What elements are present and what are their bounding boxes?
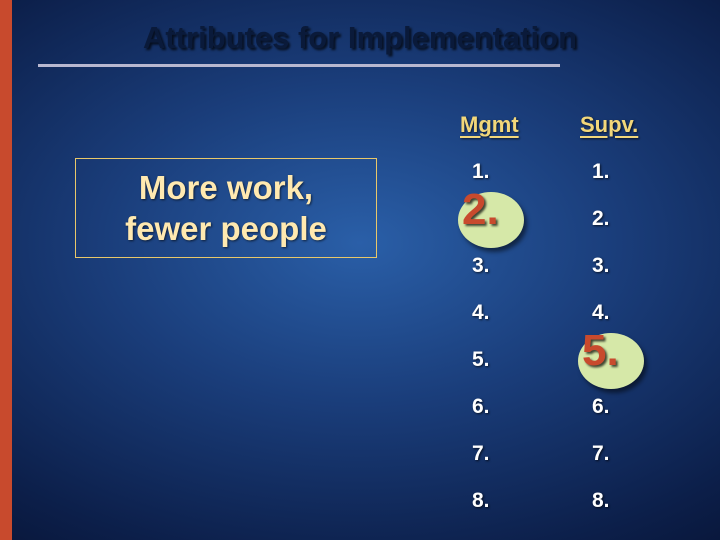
num-supv-4: 4. bbox=[592, 301, 610, 325]
num-mgmt-4: 4. bbox=[472, 301, 490, 325]
highlight-label-supv-5: 5. bbox=[582, 326, 619, 376]
num-mgmt-3: 3. bbox=[472, 254, 490, 278]
highlight-label-mgmt-2: 2. bbox=[462, 185, 499, 235]
num-supv-6: 6. bbox=[592, 395, 610, 419]
num-mgmt-8: 8. bbox=[472, 489, 490, 513]
num-mgmt-5: 5. bbox=[472, 348, 490, 372]
column-header-supv: Supv. bbox=[580, 112, 638, 138]
left-accent-bar bbox=[0, 0, 12, 540]
title-underline bbox=[38, 64, 560, 67]
num-mgmt-7: 7. bbox=[472, 442, 490, 466]
num-mgmt-6: 6. bbox=[472, 395, 490, 419]
callout-line-2: fewer people bbox=[76, 208, 376, 249]
column-header-mgmt: Mgmt bbox=[460, 112, 519, 138]
num-supv-1: 1. bbox=[592, 160, 610, 184]
num-supv-7: 7. bbox=[592, 442, 610, 466]
slide-title: Attributes for Implementation bbox=[0, 20, 720, 56]
num-supv-2: 2. bbox=[592, 207, 610, 231]
num-mgmt-1: 1. bbox=[472, 160, 490, 184]
callout-line-1: More work, bbox=[76, 167, 376, 208]
callout-box: More work, fewer people bbox=[75, 158, 377, 258]
slide: Attributes for Implementation More work,… bbox=[0, 0, 720, 540]
num-supv-8: 8. bbox=[592, 489, 610, 513]
num-supv-3: 3. bbox=[592, 254, 610, 278]
